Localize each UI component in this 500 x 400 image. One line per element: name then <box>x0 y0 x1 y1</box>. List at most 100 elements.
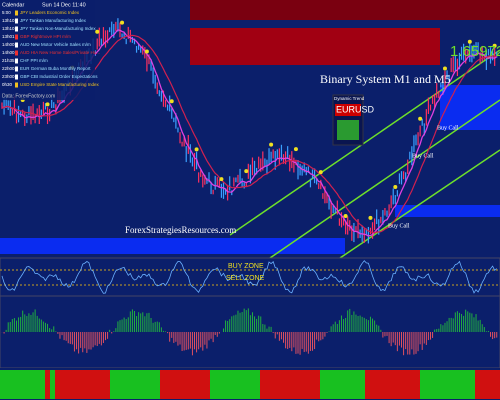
signal-arrow <box>293 147 298 152</box>
signal-arrow <box>393 185 398 190</box>
heat-cell <box>175 370 180 399</box>
signal-label: Buy Call <box>437 125 459 131</box>
support-zone <box>0 238 345 254</box>
heat-cell <box>440 370 445 399</box>
signal-arrow <box>120 20 125 25</box>
signal-arrow <box>169 99 174 104</box>
heat-cell <box>70 370 75 399</box>
heat-cell <box>400 370 405 399</box>
trend-meter <box>337 120 359 140</box>
event-label: JPY Leaders Economic Index <box>20 10 80 15</box>
heat-cell <box>445 370 450 399</box>
heat-cell <box>370 370 375 399</box>
sell-zone-label: SELL ZONE <box>226 275 265 282</box>
heat-cell <box>385 370 390 399</box>
heat-cell <box>330 370 335 399</box>
heat-cell <box>85 370 90 399</box>
heat-cell <box>185 370 190 399</box>
heat-cell <box>195 370 200 399</box>
heat-cell <box>465 370 470 399</box>
signal-arrow <box>144 49 149 54</box>
heat-cell <box>290 370 295 399</box>
heat-cell <box>415 370 420 399</box>
heat-cell <box>180 370 185 399</box>
event-label: AUD HIA New Home Sales/Private Ho... <box>20 50 100 55</box>
event-time: 5:00 <box>2 10 11 15</box>
calendar-clock: Sun 14 Dec 11:40 <box>42 2 86 8</box>
oscillator-line <box>1 260 497 294</box>
heat-cell <box>295 370 300 399</box>
heat-cell <box>30 370 35 399</box>
event-label: JPY Tankan Non-Manufacturing Index <box>20 26 96 31</box>
heat-cell <box>120 370 125 399</box>
heat-cell <box>110 370 115 399</box>
event-flag <box>15 26 18 32</box>
event-label: CHF PPI m/m <box>20 58 48 63</box>
heat-cell <box>430 370 435 399</box>
heat-cell <box>345 370 350 399</box>
support-zone <box>440 85 500 130</box>
event-label: GBP CBI Industrial Order Expectations <box>20 74 98 79</box>
heat-cell <box>95 370 100 399</box>
buy-zone-label: BUY ZONE <box>228 263 264 270</box>
heat-cell <box>310 370 315 399</box>
heat-cell <box>435 370 440 399</box>
heat-cell <box>285 370 290 399</box>
heat-cell <box>360 370 365 399</box>
heat-cell <box>40 370 45 399</box>
event-flag <box>15 18 18 24</box>
heat-cell <box>380 370 385 399</box>
event-label: JPY Tankan Manufacturing Index <box>20 18 87 23</box>
calendar-source: Data: ForexFactory.com <box>2 93 55 99</box>
heat-cell <box>425 370 430 399</box>
heat-cell <box>130 370 135 399</box>
heat-cell <box>190 370 195 399</box>
heat-cell <box>225 370 230 399</box>
heat-cell <box>50 370 55 399</box>
heat-cell <box>230 370 235 399</box>
heat-cell <box>420 370 425 399</box>
heat-cell <box>480 370 485 399</box>
signal-arrow <box>368 215 373 220</box>
symbol-badge <box>335 104 361 116</box>
heat-cell <box>315 370 320 399</box>
heat-cell <box>280 370 285 399</box>
heat-cell <box>35 370 40 399</box>
event-flag <box>15 10 18 16</box>
heat-cell <box>75 370 80 399</box>
heat-cell <box>20 370 25 399</box>
event-label: AUD New Motor Vehicle Sales m/m <box>20 42 91 47</box>
heat-cell <box>150 370 155 399</box>
event-flag <box>15 74 18 80</box>
heat-cell <box>270 370 275 399</box>
heat-cell <box>45 370 50 399</box>
signal-arrow <box>318 170 323 175</box>
heat-cell <box>460 370 465 399</box>
calendar-title: Calendar <box>2 2 24 8</box>
trend-box-title: Dynamic Trend <box>334 96 365 101</box>
heat-cell <box>100 370 105 399</box>
signal-arrow <box>95 29 100 34</box>
event-flag <box>15 50 18 56</box>
heat-cell <box>0 370 5 399</box>
heat-cell <box>475 370 480 399</box>
event-flag <box>15 42 18 48</box>
heat-cell <box>65 370 70 399</box>
heat-cell <box>200 370 205 399</box>
signal-arrow <box>492 43 497 48</box>
heat-cell <box>235 370 240 399</box>
event-flag <box>15 82 18 88</box>
heat-cell <box>140 370 145 399</box>
signal-label: Buy Call <box>412 153 434 159</box>
signal-label: Buy Call <box>388 223 410 229</box>
channel-line <box>269 99 500 259</box>
event-time: 13h10 <box>2 18 15 23</box>
channel-line <box>339 149 500 259</box>
heat-cell <box>365 370 370 399</box>
heat-cell <box>250 370 255 399</box>
heat-cell <box>210 370 215 399</box>
event-time: 22h00 <box>2 66 15 71</box>
heat-cell <box>350 370 355 399</box>
heat-cell <box>405 370 410 399</box>
heat-cell <box>495 370 500 399</box>
